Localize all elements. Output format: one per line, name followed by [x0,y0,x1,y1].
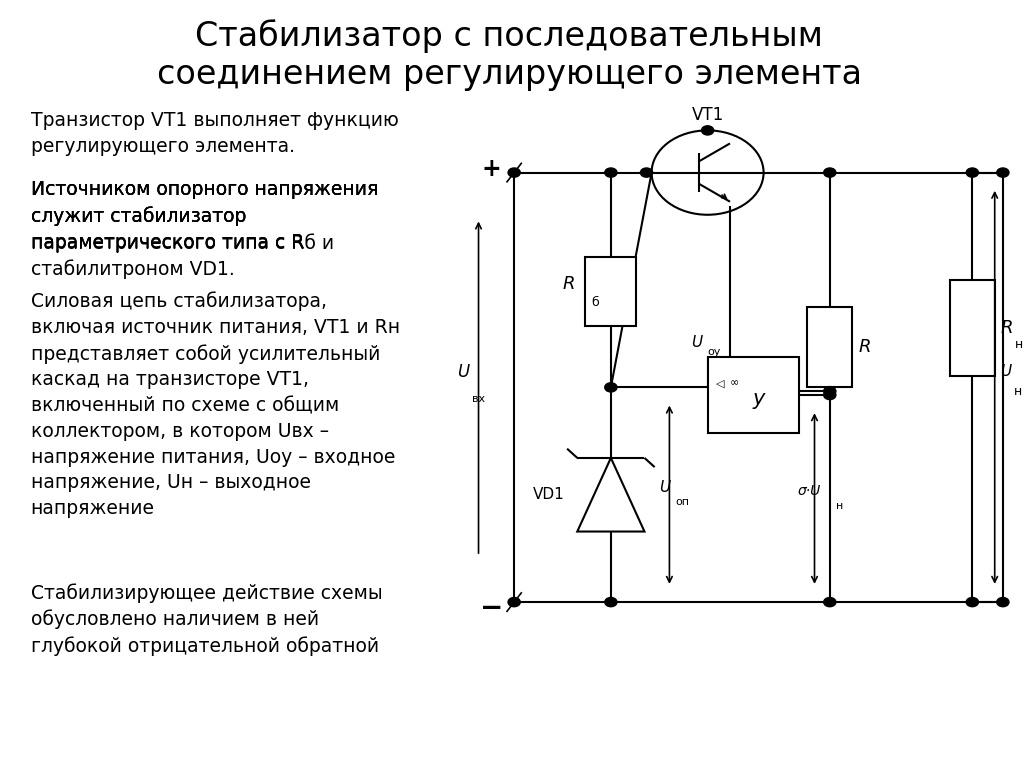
Circle shape [605,383,617,392]
Circle shape [640,168,652,177]
Text: R: R [563,275,575,293]
Text: Источником опорного напряжения
служит стабилизатор
параметрического типа с R: Источником опорного напряжения служит ст… [31,180,378,252]
Text: ◁: ◁ [716,378,724,389]
Text: соединением регулирующего элемента: соединением регулирующего элемента [157,58,861,91]
Text: +: + [482,156,502,181]
Circle shape [605,597,617,607]
Text: Транзистор VT1 выполняет функцию
регулирующего элемента.: Транзистор VT1 выполняет функцию регулир… [31,111,398,156]
FancyBboxPatch shape [807,307,852,387]
Circle shape [508,168,520,177]
Text: −: − [480,594,504,622]
Text: оп: оп [676,497,689,508]
Text: Стабилизирующее действие схемы
обусловлено наличием в ней
глубокой отрицательной: Стабилизирующее действие схемы обусловле… [31,583,382,656]
Text: вх: вх [472,393,485,404]
Circle shape [967,168,978,177]
FancyArrowPatch shape [722,194,726,199]
Text: R: R [858,338,870,356]
Text: U: U [457,363,469,381]
Text: U: U [691,335,702,351]
Circle shape [996,168,1009,177]
Text: VD1: VD1 [534,487,565,502]
Circle shape [823,390,836,400]
Circle shape [605,168,617,177]
Text: VT1: VT1 [691,106,724,124]
Text: оу: оу [708,347,721,357]
Text: н: н [837,501,844,512]
Circle shape [967,597,978,607]
Text: Стабилизатор с последовательным: Стабилизатор с последовательным [196,19,823,53]
Text: U: U [999,364,1011,380]
FancyBboxPatch shape [950,280,994,376]
Circle shape [508,597,520,607]
Text: U: U [658,479,670,495]
Text: н: н [1014,385,1022,397]
Text: Источником опорного напряжения
служит стабилизатор
параметрического типа с Rб и
: Источником опорного напряжения служит ст… [31,180,378,279]
Text: Силовая цепь стабилизатора,
включая источник питания, VT1 и Rн
представляет собо: Силовая цепь стабилизатора, включая исто… [31,291,399,518]
Text: R: R [1000,319,1014,337]
Text: σ·U: σ·U [798,484,821,498]
Text: б: б [592,297,599,309]
Text: ∞: ∞ [730,378,739,389]
Text: у: у [753,389,765,409]
Circle shape [701,126,714,135]
Text: Источником опорного напряжения
служит стабилизатор
параметрического типа с R: Источником опорного напряжения служит ст… [31,180,378,252]
Text: н: н [1015,338,1023,351]
Circle shape [823,387,836,396]
FancyBboxPatch shape [708,357,800,433]
Circle shape [823,597,836,607]
Circle shape [996,597,1009,607]
Circle shape [823,168,836,177]
FancyBboxPatch shape [586,257,636,326]
